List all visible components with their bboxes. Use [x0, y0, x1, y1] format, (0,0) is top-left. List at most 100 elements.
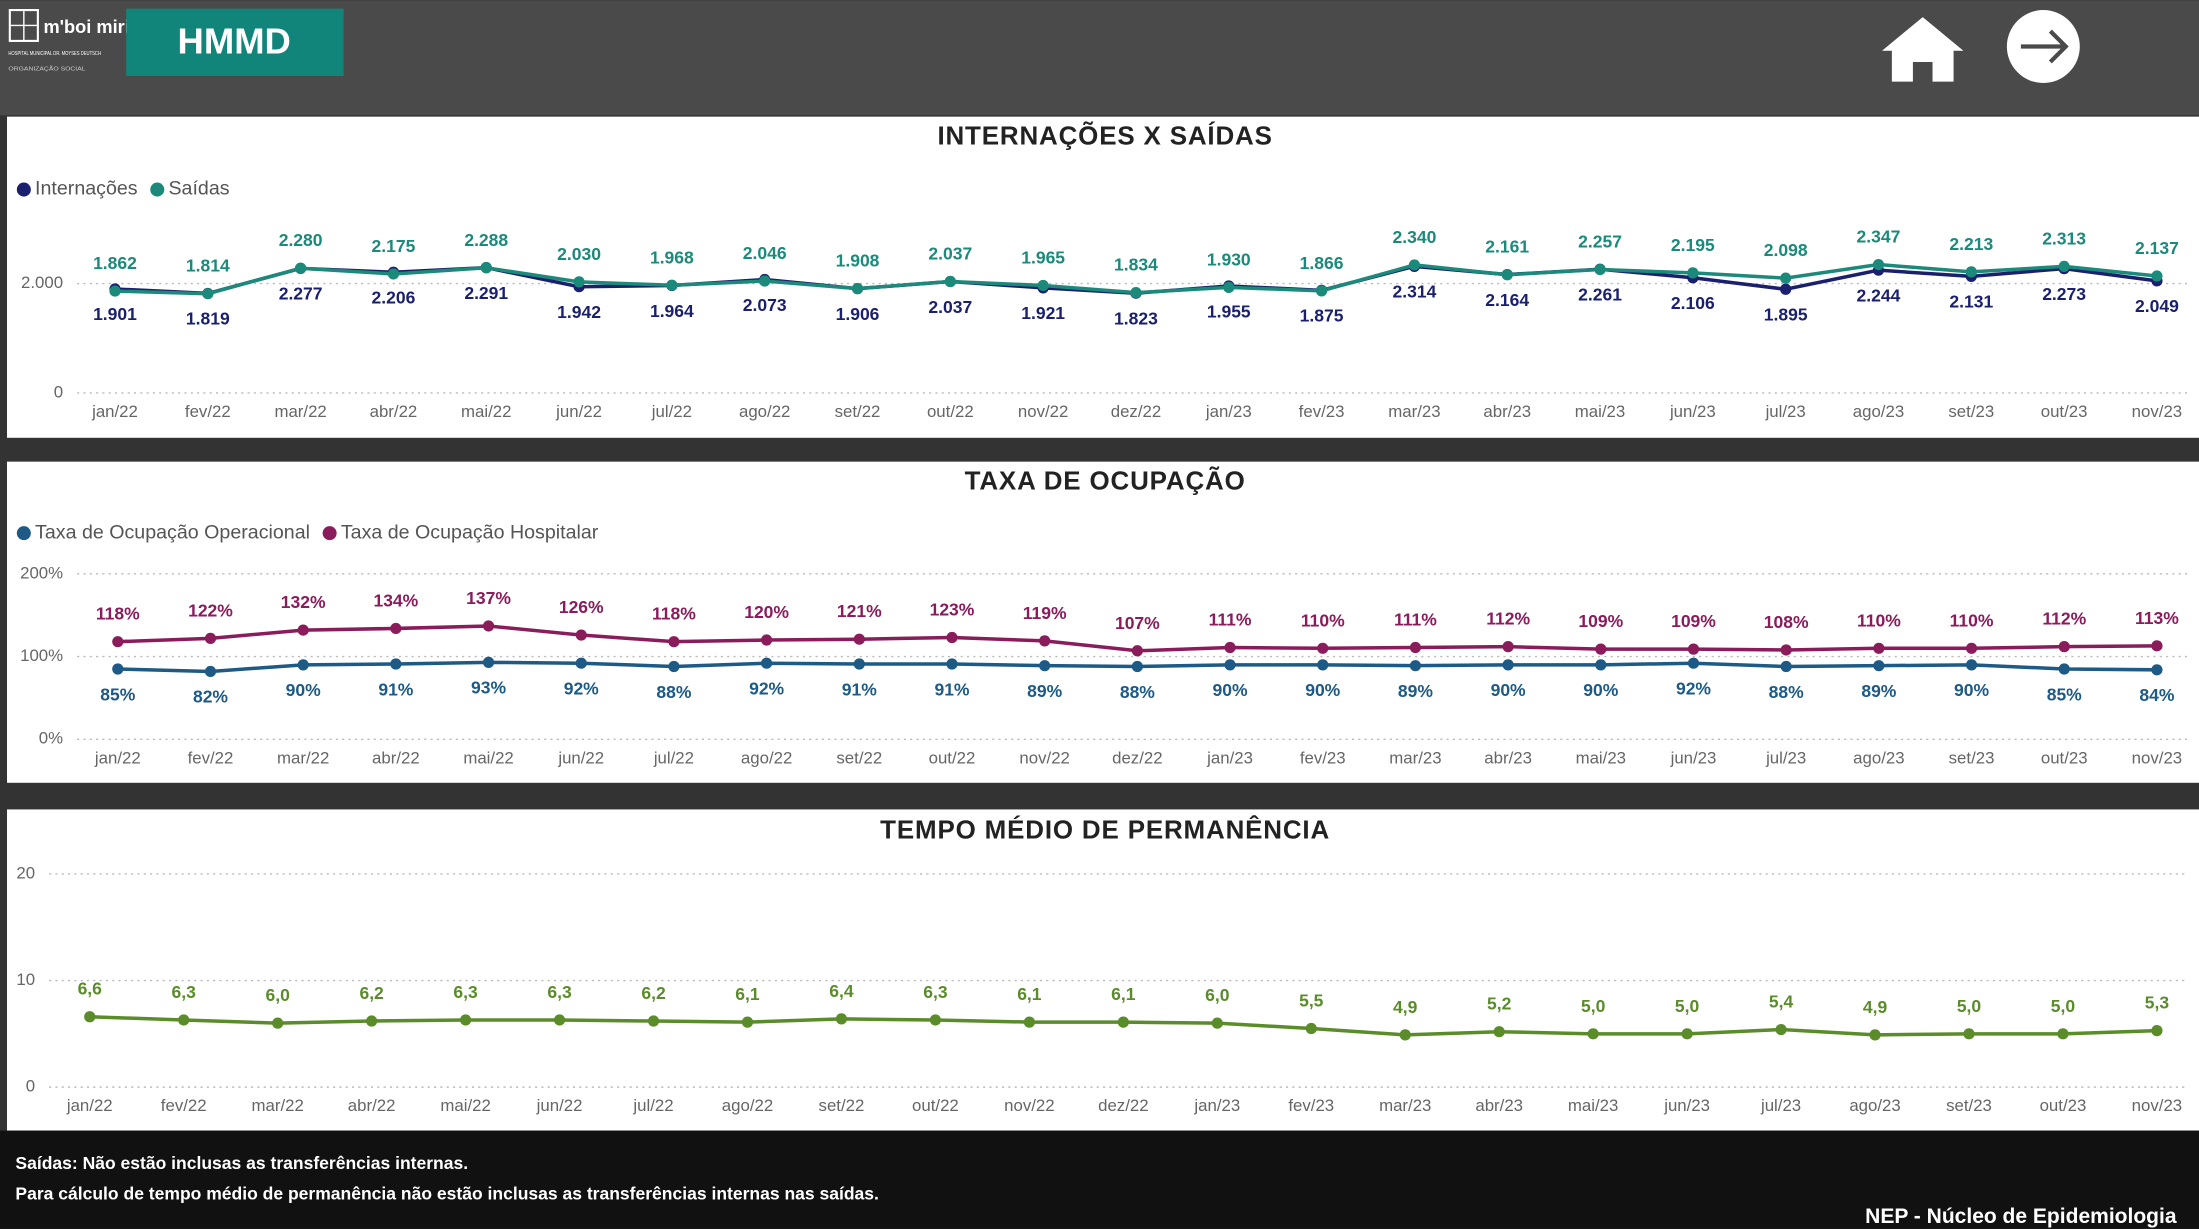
data-label: 5,3: [2145, 993, 2170, 1013]
data-label: 6,4: [829, 981, 854, 1001]
data-label: 6,6: [78, 979, 103, 999]
data-point: [1780, 644, 1792, 656]
data-label: 1.968: [650, 247, 694, 267]
data-point: [1869, 1029, 1881, 1041]
data-label: 2.244: [1857, 285, 1901, 305]
data-label: 126%: [559, 597, 604, 617]
data-label: 84%: [2139, 685, 2174, 705]
data-point: [1872, 258, 1885, 271]
data-label: 2.314: [1392, 282, 1436, 302]
data-point: [1594, 263, 1606, 276]
data-label: 112%: [2042, 609, 2086, 629]
footer: [0, 1130, 2199, 1229]
x-tick-label: mar/23: [1388, 402, 1440, 421]
x-tick-label: jan/23: [1193, 1096, 1240, 1115]
x-tick-label: fev/22: [188, 748, 234, 767]
legend-marker: [16, 526, 31, 541]
x-tick-label: mai/22: [461, 402, 511, 421]
data-label: 1.823: [1114, 308, 1158, 328]
hmmd-button[interactable]: [126, 8, 344, 76]
data-label: 1.819: [186, 309, 230, 329]
data-label: 120%: [744, 602, 789, 622]
data-point: [178, 1014, 190, 1026]
data-label: 88%: [1769, 682, 1804, 702]
x-tick-label: jun/22: [536, 1096, 583, 1115]
data-point: [741, 1016, 754, 1028]
data-label: 90%: [1305, 680, 1340, 700]
x-tick-label: dez/22: [1098, 1096, 1148, 1115]
x-tick-label: set/22: [819, 1096, 865, 1115]
x-tick-label: dez/22: [1111, 402, 1161, 421]
data-point: [482, 620, 495, 632]
data-point: [2058, 663, 2070, 675]
data-label: 89%: [1398, 681, 1433, 701]
data-point: [1502, 659, 1514, 671]
data-point: [1595, 643, 1607, 655]
chart-title: INTERNAÇÕES X SAÍDAS: [937, 121, 1272, 151]
x-tick-label: set/23: [1948, 402, 1994, 421]
x-tick-label: abr/22: [372, 748, 420, 767]
data-point: [1039, 660, 1051, 672]
x-tick-label: mai/23: [1575, 402, 1625, 421]
data-point: [84, 1011, 96, 1023]
next-button[interactable]: [2006, 10, 2080, 83]
legend-label: Saídas: [168, 178, 229, 200]
data-label: 110%: [1950, 610, 1994, 630]
data-point: [1687, 657, 1700, 669]
legend-label: Internações: [35, 178, 138, 200]
home-icon[interactable]: [1882, 17, 1964, 82]
x-tick-label: ago/22: [739, 402, 790, 421]
x-tick-label: jun/22: [557, 748, 604, 767]
data-point: [1037, 279, 1049, 292]
data-label: 2.273: [2042, 284, 2086, 304]
data-label: 1.875: [1300, 306, 1344, 326]
footer-note: Para cálculo de tempo médio de permanênc…: [15, 1184, 878, 1204]
data-label: 112%: [1486, 609, 1530, 629]
data-point: [1965, 659, 1978, 671]
data-label: 2.106: [1671, 293, 1715, 313]
x-tick-label: nov/23: [2132, 748, 2182, 767]
data-point: [1131, 645, 1143, 657]
data-label: 137%: [466, 588, 511, 608]
data-point: [851, 282, 864, 295]
data-label: 109%: [1671, 611, 1716, 631]
data-point: [272, 1017, 284, 1029]
data-label: 90%: [1583, 680, 1618, 700]
data-label: 5,2: [1487, 994, 1512, 1014]
hmmd-button-label[interactable]: HMMD: [178, 20, 291, 61]
data-point: [1409, 660, 1422, 672]
data-point: [668, 660, 680, 673]
data-point: [387, 268, 400, 280]
x-tick-label: set/22: [836, 748, 882, 767]
panel: [7, 809, 2199, 1131]
data-point: [2058, 260, 2070, 273]
data-point: [1211, 1017, 1223, 1029]
x-tick-label: mai/23: [1568, 1096, 1618, 1115]
next-arrow[interactable]: [2020, 29, 2069, 64]
data-point: [1502, 641, 1514, 653]
data-point: [853, 633, 865, 645]
x-tick-label: fev/23: [1288, 1096, 1334, 1115]
data-label: 85%: [2047, 684, 2082, 704]
footer-credit: NEP - Núcleo de Epidemiologia: [1865, 1205, 2177, 1228]
home-button[interactable]: [1882, 17, 1964, 82]
data-point: [1131, 660, 1143, 673]
data-point: [1873, 642, 1885, 654]
x-tick-label: abr/23: [1484, 748, 1532, 767]
data-label: 5,0: [1957, 996, 1982, 1016]
data-point: [1130, 286, 1142, 299]
data-label: 2.046: [743, 243, 787, 263]
data-point: [1501, 269, 1513, 281]
data-label: 2.206: [372, 288, 416, 308]
x-tick-label: mar/22: [274, 402, 326, 421]
data-label: 111%: [1209, 609, 1252, 629]
data-label: 5,4: [1769, 992, 1794, 1012]
data-point: [1317, 642, 1329, 654]
x-tick-label: jan/22: [94, 748, 141, 767]
data-point: [1780, 283, 1792, 295]
data-point: [482, 656, 495, 668]
data-point: [1408, 259, 1421, 271]
data-point: [2151, 664, 2163, 676]
data-label: 2.347: [1857, 227, 1901, 247]
